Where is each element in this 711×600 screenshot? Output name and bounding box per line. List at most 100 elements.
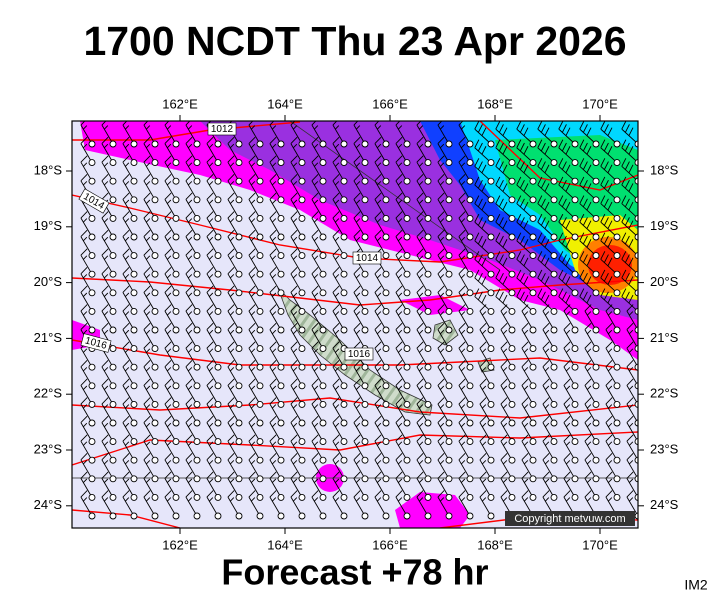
wind-barb [80,304,93,331]
barb-station [235,493,243,501]
barb-station [508,400,516,408]
wind-barb [516,139,534,163]
wind-barb [516,176,534,201]
wind-barb [495,251,513,275]
wind-barb [227,378,240,405]
wind-barb [164,192,177,219]
barb-station [298,419,306,427]
wind-barb [185,248,198,275]
barb-station [382,307,390,315]
wind-barb [600,195,618,219]
barb-station [235,196,243,204]
wind-barb [353,471,366,498]
lat-label: 18°S [650,162,679,177]
barb-station [256,419,264,427]
wind-barb [290,360,303,387]
barb-station [466,493,474,501]
barb-station [277,307,285,315]
barb-station [613,345,621,353]
wind-barb [479,322,492,349]
wind-barb [374,155,387,182]
barb-station [109,475,117,483]
barb-station [277,438,285,446]
wind-barb [164,136,177,163]
wind-barb [600,288,618,312]
barb-station [298,456,306,464]
wind-barb [563,322,576,349]
barb-station [109,438,117,446]
wind-barb [332,285,345,312]
wind-barb [416,304,429,331]
wind-barb [542,360,555,387]
wind-barb [332,121,345,145]
barb-station [277,159,285,167]
barb-station [130,196,138,204]
wind-barb [495,121,513,145]
wind-barb [395,453,408,480]
wind-barb [437,211,450,238]
wind-barb [621,251,638,275]
barb-station [424,493,432,501]
barb-station [298,140,306,148]
barb-station [151,438,159,446]
barb-station [340,159,348,167]
wind-barb [416,434,429,461]
wind-barb [248,174,261,201]
wind-barb [542,434,555,461]
wind-barb [437,415,450,442]
barb-station [361,196,369,204]
wind-barb [101,360,114,387]
wind-barb [374,341,387,368]
wind-barb [621,232,638,256]
barb-station [193,438,201,446]
barb-station [340,196,348,204]
wind-barb [143,360,156,387]
barb-station [130,214,138,222]
barb-station [382,438,390,446]
wind-barb [495,288,513,312]
wind-barb [80,248,93,275]
wind-barb [227,285,240,312]
wind-barb [164,397,177,424]
wind-barb [521,378,534,405]
barb-station [298,289,306,297]
wind-barb [248,471,261,498]
barb-station [487,233,495,241]
barb-station [403,345,411,353]
barb-station [424,270,432,278]
wind-barb [626,360,638,387]
barb-station [214,270,222,278]
barb-station [256,363,264,371]
wind-barb [605,434,618,461]
wind-barb [227,192,240,219]
wind-barb [579,213,597,238]
barb-station [235,419,243,427]
wind-barb [558,195,576,219]
barb-station [466,159,474,167]
barb-station [403,326,411,334]
wind-barb [458,136,471,163]
wind-barb [101,211,114,238]
barb-station [109,382,117,390]
wind-barb [395,341,408,368]
wind-barb [584,304,597,331]
wind-barb [626,471,638,498]
barb-station [109,196,117,204]
wind-barb [374,229,387,256]
wind-barb [269,229,282,256]
wind-barb [332,211,345,238]
barb-station [424,307,432,315]
wind-barb [122,229,135,256]
barb-station [466,214,474,222]
barb-station [151,456,159,464]
barb-station [634,307,638,315]
barb-station [256,270,264,278]
barb-station [592,475,600,483]
barb-station [466,307,474,315]
barb-station [382,363,390,371]
wind-barb [248,121,261,145]
wind-barb [605,453,618,480]
barb-station [193,307,201,315]
wind-barb [248,434,261,461]
